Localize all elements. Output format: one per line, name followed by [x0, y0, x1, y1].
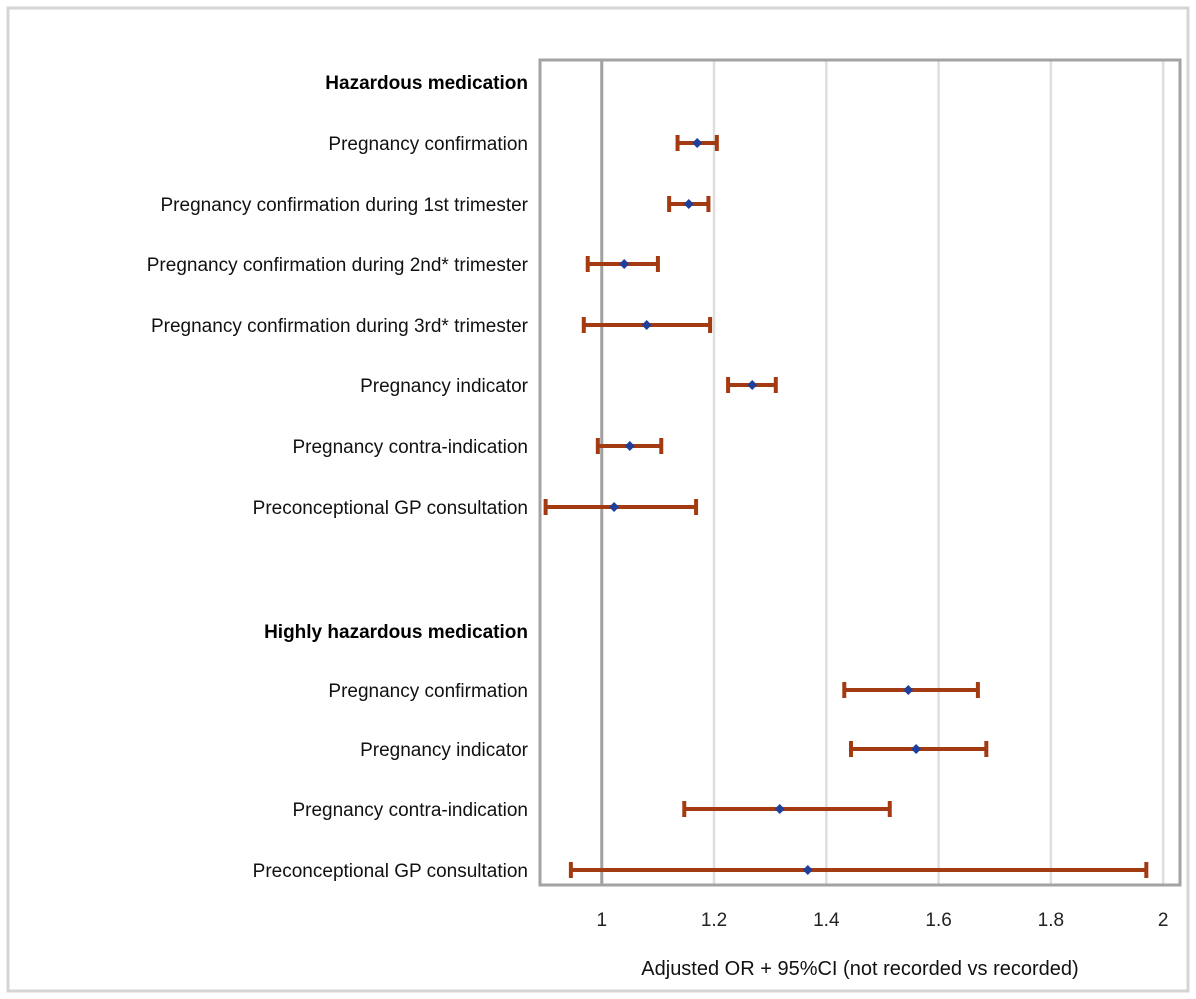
- x-tick-label: 1: [596, 910, 607, 931]
- ci-bar: [682, 801, 892, 817]
- point-estimate: [619, 259, 630, 269]
- point-estimate: [903, 685, 914, 695]
- x-tick-label: 1.2: [701, 910, 727, 931]
- row-label: Pregnancy contra-indication: [292, 437, 528, 458]
- point-estimate: [683, 199, 694, 209]
- plot-frame: [538, 58, 1182, 887]
- point-estimate: [609, 502, 620, 512]
- row-label: Pregnancy confirmation: [328, 681, 528, 702]
- point-estimates: [609, 138, 922, 875]
- x-tick-label: 2: [1158, 910, 1169, 931]
- group-label: Highly hazardous medication: [264, 622, 528, 643]
- point-estimate: [692, 138, 703, 148]
- point-estimate: [641, 320, 652, 330]
- x-tick-label: 1.6: [925, 910, 951, 931]
- ci-bar: [568, 862, 1149, 878]
- x-axis-ticks: 1 1.2 1.4 1.6 1.8 2: [596, 910, 1168, 931]
- x-axis-title: Adjusted OR + 95%CI (not recorded vs rec…: [641, 958, 1078, 980]
- x-tick-label: 1.8: [1038, 910, 1064, 931]
- x-tick-label: 1.4: [813, 910, 840, 931]
- row-labels: Hazardous medication Pregnancy confirmati…: [147, 73, 529, 882]
- row-label: Pregnancy indicator: [360, 376, 529, 397]
- row-label: Pregnancy contra-indication: [292, 800, 528, 821]
- row-label: Pregnancy confirmation during 3rd* trime…: [151, 316, 529, 337]
- outer-border: [6, 6, 1190, 993]
- point-estimate: [747, 380, 758, 390]
- ci-bar: [543, 499, 699, 515]
- point-estimate: [911, 744, 922, 754]
- gridlines: [712, 60, 1165, 885]
- point-estimate: [624, 441, 635, 451]
- row-label: Pregnancy indicator: [360, 740, 529, 761]
- point-estimate: [802, 865, 813, 875]
- point-estimate: [774, 804, 785, 814]
- group-label: Hazardous medication: [325, 73, 528, 94]
- row-label: Pregnancy confirmation during 1st trimes…: [161, 195, 529, 216]
- row-label: Pregnancy confirmation: [328, 134, 528, 155]
- row-label: Pregnancy confirmation during 2nd* trime…: [147, 255, 529, 276]
- row-label: Preconceptional GP consultation: [253, 498, 528, 519]
- row-label: Preconceptional GP consultation: [253, 861, 528, 882]
